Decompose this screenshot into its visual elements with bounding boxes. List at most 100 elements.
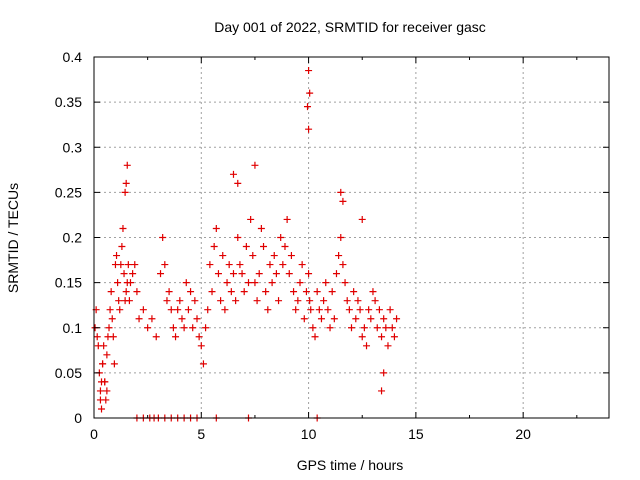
data-point	[189, 324, 197, 332]
data-point	[322, 279, 330, 287]
data-point	[180, 324, 188, 332]
data-point	[393, 315, 401, 323]
data-point	[251, 161, 259, 169]
data-point	[305, 67, 313, 75]
data-point	[358, 215, 366, 223]
data-point	[178, 315, 186, 323]
data-point	[277, 234, 285, 241]
data-point	[107, 288, 115, 296]
data-point	[251, 279, 259, 287]
data-point	[212, 224, 220, 232]
data-point	[339, 261, 347, 269]
data-point	[96, 396, 104, 404]
data-point	[382, 324, 390, 332]
data-point	[317, 315, 325, 323]
axis-ticks: 0 5 10 15 20 0 0.05 0.1 0.15 0.2 0.25 0.3 0.35 0.4	[55, 49, 609, 442]
data-point	[106, 306, 114, 314]
data-point	[114, 279, 122, 287]
data-point	[103, 387, 111, 395]
data-point	[255, 270, 263, 278]
data-point	[99, 360, 107, 368]
data-point	[305, 125, 313, 133]
data-point	[275, 297, 283, 305]
data-point	[245, 279, 252, 287]
data-point	[240, 288, 248, 296]
x-tick-label: 0	[90, 426, 98, 442]
data-point	[369, 288, 377, 296]
data-point	[174, 306, 182, 314]
data-point	[115, 297, 123, 305]
data-point	[341, 279, 349, 287]
data-point	[187, 288, 195, 296]
data-point	[161, 261, 169, 269]
data-point	[236, 261, 244, 269]
data-point	[234, 179, 242, 187]
data-point	[193, 315, 201, 323]
data-point	[279, 261, 287, 269]
y-tick-label: 0.3	[63, 139, 83, 155]
data-point	[214, 270, 222, 278]
data-point	[229, 270, 237, 278]
data-point	[131, 261, 139, 269]
data-point	[195, 333, 203, 341]
data-point	[96, 387, 104, 395]
data-point	[313, 288, 321, 296]
data-point	[378, 387, 386, 395]
data-point	[260, 243, 268, 251]
data-point	[208, 288, 216, 296]
data-point	[110, 360, 118, 368]
data-point	[124, 261, 132, 269]
data-point	[169, 324, 177, 332]
data-point	[388, 324, 396, 332]
data-point	[386, 306, 394, 314]
data-point	[242, 243, 250, 251]
data-point	[287, 252, 295, 260]
data-point	[219, 252, 227, 260]
data-point	[270, 252, 278, 260]
y-tick-label: 0.05	[55, 365, 82, 381]
data-point	[264, 306, 272, 314]
data-point	[262, 288, 270, 296]
data-point	[113, 252, 121, 260]
data-point	[249, 252, 257, 260]
data-point	[326, 324, 334, 332]
y-tick-label: 0	[74, 410, 82, 426]
data-point	[119, 224, 127, 232]
data-point	[125, 297, 133, 305]
data-point	[126, 279, 134, 287]
data-point	[283, 215, 291, 223]
data-point	[307, 306, 315, 314]
data-point	[204, 306, 212, 314]
data-point	[182, 279, 190, 287]
data-point	[266, 261, 274, 269]
data-point	[298, 261, 306, 269]
chart-title: Day 001 of 2022, SRMTID for receiver gas…	[214, 19, 486, 35]
data-point	[120, 270, 128, 278]
data-point	[306, 297, 314, 305]
data-point	[285, 270, 293, 278]
data-point	[343, 297, 351, 305]
data-point	[202, 324, 210, 332]
data-point	[306, 89, 314, 97]
data-point	[356, 306, 364, 314]
data-point	[210, 243, 218, 251]
data-point	[122, 179, 130, 187]
data-point	[384, 342, 392, 350]
data-point	[98, 378, 106, 386]
data-point	[309, 324, 317, 332]
data-point	[337, 188, 345, 196]
data-point	[144, 324, 152, 332]
data-point	[352, 315, 360, 323]
data-point	[320, 297, 328, 305]
data-point	[176, 297, 184, 305]
data-point	[296, 279, 304, 287]
x-axis-label: GPS time / hours	[297, 457, 404, 473]
data-point	[167, 306, 175, 314]
data-point	[163, 297, 171, 305]
data-point	[367, 315, 375, 323]
data-point	[380, 369, 388, 377]
data-point	[294, 297, 302, 305]
data-point	[116, 306, 124, 314]
data-point	[225, 261, 233, 269]
data-point	[98, 405, 106, 413]
